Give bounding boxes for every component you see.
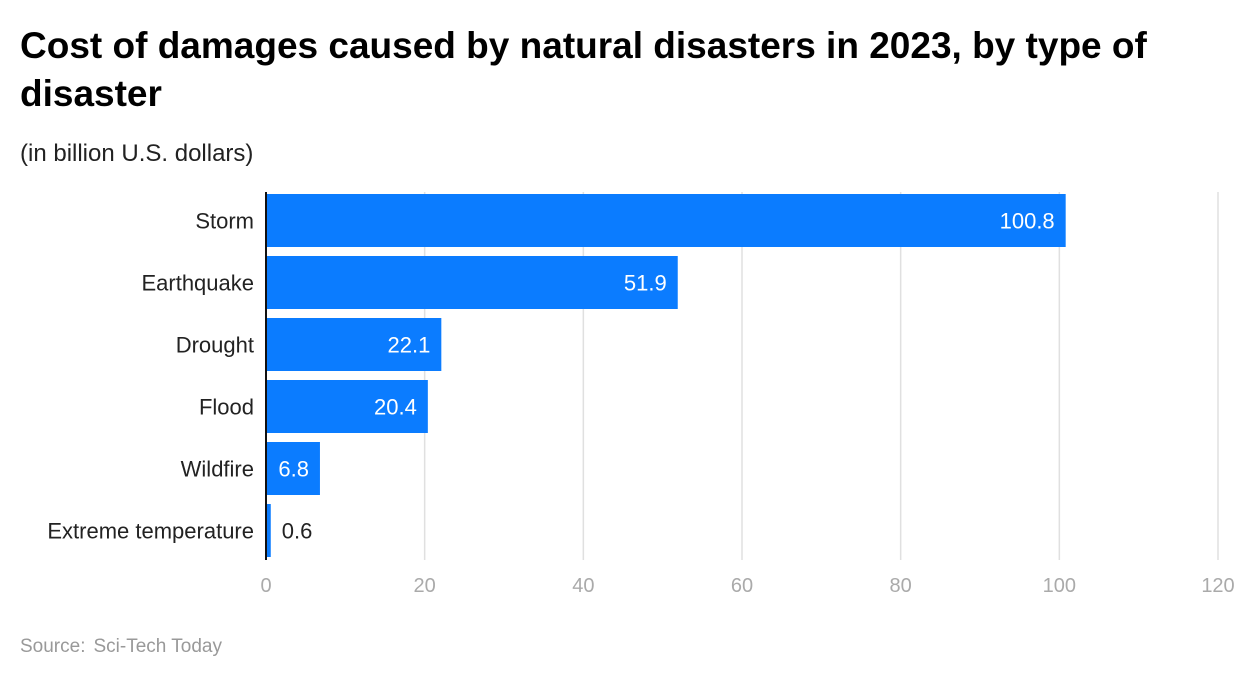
source-label: Source:: [20, 636, 86, 657]
x-tick-label: 60: [731, 575, 753, 597]
category-label: Flood: [199, 395, 254, 420]
x-tick-label: 120: [1201, 575, 1234, 597]
data-label: 0.6: [282, 519, 313, 544]
x-tick-label: 20: [414, 575, 436, 597]
chart-subtitle: (in billion U.S. dollars): [20, 140, 254, 167]
data-label: 6.8: [278, 457, 309, 482]
data-label: 20.4: [374, 395, 417, 420]
category-label: Storm: [195, 209, 254, 234]
data-label: 22.1: [387, 333, 430, 358]
bar: [266, 442, 320, 495]
data-label: 51.9: [624, 271, 667, 296]
source-note: Source: Sci-Tech Today: [20, 636, 230, 658]
x-tick-label: 80: [890, 575, 912, 597]
bar-chart: 0 20 40 60 80 100 120 Storm 100.8 Earthquake 51.9 D…: [47, 192, 1235, 597]
category-label: Extreme temperature: [47, 519, 254, 544]
chart-title: Cost of damages caused by natural disast…: [20, 25, 1147, 114]
x-tick-label: 0: [260, 575, 271, 597]
bar: [266, 194, 1066, 247]
bar: [266, 318, 442, 371]
category-label: Earthquake: [141, 271, 254, 296]
source-value: Sci-Tech Today: [93, 636, 222, 657]
x-tick-label: 40: [572, 575, 594, 597]
category-label: Wildfire: [181, 457, 254, 482]
bar: [266, 256, 678, 309]
bar: [266, 380, 428, 433]
data-label: 100.8: [1000, 209, 1055, 234]
category-label: Drought: [176, 333, 254, 358]
bar: [266, 504, 271, 557]
x-tick-label: 100: [1043, 575, 1076, 597]
